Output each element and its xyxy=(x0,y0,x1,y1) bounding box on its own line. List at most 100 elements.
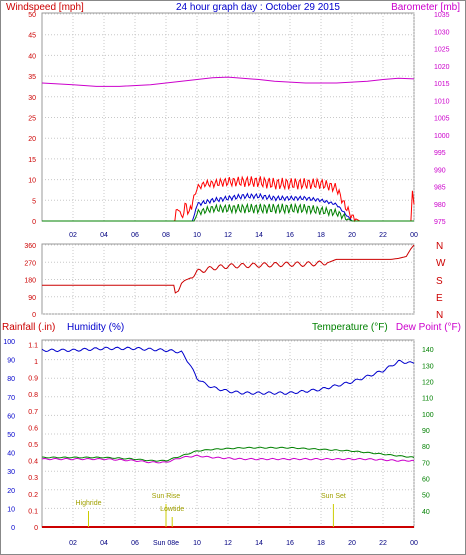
wind-tick-label: 5 xyxy=(32,198,36,205)
rain-tick-label: 0.9 xyxy=(28,376,38,383)
compass-label: N xyxy=(436,310,443,321)
wind-x-tick-label: 12 xyxy=(224,232,232,239)
direction-tick-label: 270 xyxy=(24,260,36,267)
wind-x-tick-label: 00 xyxy=(410,232,418,239)
windspeed-axis-label: Windspeed [mph] xyxy=(6,2,84,13)
humidity-tick-label: 40 xyxy=(7,451,15,458)
wind-x-tick-label: 04 xyxy=(100,232,108,239)
humidity-tick-label: 20 xyxy=(7,488,15,495)
temperature-tick-label: 140 xyxy=(422,347,434,354)
temperature-axis-label: Temperature (°F) xyxy=(312,322,388,333)
wind-tick-label: 40 xyxy=(28,53,36,60)
climate-x-tick-label: 22 xyxy=(379,540,387,547)
wind-x-tick-label: 08 xyxy=(162,232,170,239)
temperature-tick-label: 100 xyxy=(422,412,434,419)
wind-tick-label: 50 xyxy=(28,12,36,19)
climate-x-tick-label: 16 xyxy=(286,540,294,547)
baro-tick-label: 1025 xyxy=(434,47,450,54)
direction-tick-label: 180 xyxy=(24,278,36,285)
baro-tick-label: 1005 xyxy=(434,116,450,123)
baro-tick-label: 1020 xyxy=(434,64,450,71)
humidity-tick-label: 70 xyxy=(7,395,15,402)
compass-label: N xyxy=(436,241,443,252)
wind-x-tick-label: 10 xyxy=(193,232,201,239)
dewpoint-axis-label: Dew Point (°F) xyxy=(396,322,461,333)
climate-x-tick-label: 18 xyxy=(317,540,325,547)
wind-tick-label: 10 xyxy=(28,178,36,185)
annotation-label: Lowtide xyxy=(160,506,184,513)
temperature-tick-label: 120 xyxy=(422,379,434,386)
rain-tick-label: 0.4 xyxy=(28,459,38,466)
rain-tick-label: 0.1 xyxy=(28,508,38,515)
temperature-tick-label: 70 xyxy=(422,460,430,467)
rain-tick-label: 0.7 xyxy=(28,409,38,416)
temperature-tick-label: 90 xyxy=(422,428,430,435)
wind-x-tick-label: 22 xyxy=(379,232,387,239)
baro-tick-label: 995 xyxy=(434,150,446,157)
climate-x-tick-label: Sun 08e xyxy=(153,540,179,547)
wind-x-tick-label: 06 xyxy=(131,232,139,239)
rain-tick-label: 0.5 xyxy=(28,442,38,449)
rain-tick-label: 1 xyxy=(34,359,38,366)
baro-tick-label: 990 xyxy=(434,167,446,174)
wind-x-tick-label: 16 xyxy=(286,232,294,239)
direction-tick-label: 360 xyxy=(24,243,36,250)
wind-direction-line xyxy=(42,244,415,294)
compass-label: S xyxy=(436,276,443,287)
temperature-tick-label: 110 xyxy=(422,396,433,403)
humidity-tick-label: 30 xyxy=(7,469,15,476)
climate-x-tick-label: 04 xyxy=(100,540,108,547)
temperature-line xyxy=(41,446,415,462)
barometer-line xyxy=(41,76,415,87)
humidity-tick-label: 90 xyxy=(7,358,15,365)
rain-tick-label: 0 xyxy=(34,525,38,532)
temperature-tick-label: 50 xyxy=(422,493,430,500)
baro-tick-label: 1015 xyxy=(434,81,450,88)
barometer-axis-label: Barometer [mb] xyxy=(391,2,460,13)
rainfall-axis-label: Rainfall (.in) xyxy=(2,322,55,333)
direction-tick-label: 90 xyxy=(28,295,36,302)
compass-label: W xyxy=(436,258,446,269)
humidity-line xyxy=(41,346,415,395)
wind-x-tick-label: 02 xyxy=(69,232,77,239)
climate-x-tick-label: 06 xyxy=(131,540,139,547)
humidity-tick-label: 100 xyxy=(3,339,15,346)
humidity-tick-label: 10 xyxy=(7,506,15,513)
wind-tick-label: 35 xyxy=(28,74,36,81)
dewpoint-line xyxy=(41,454,415,464)
rain-tick-label: 0.8 xyxy=(28,392,38,399)
wind-tick-label: 20 xyxy=(28,136,36,143)
wind-x-tick-label: 18 xyxy=(317,232,325,239)
wind-tick-label: 45 xyxy=(28,33,36,40)
baro-tick-label: 985 xyxy=(434,185,446,192)
humidity-tick-label: 60 xyxy=(7,413,15,420)
wind-x-tick-label: 14 xyxy=(255,232,263,239)
rain-tick-label: 0.6 xyxy=(28,425,38,432)
temperature-tick-label: 80 xyxy=(422,444,430,451)
rain-tick-label: 1.1 xyxy=(28,342,38,349)
climate-x-tick-label: 10 xyxy=(193,540,201,547)
temperature-tick-label: 130 xyxy=(422,363,434,370)
compass-label: E xyxy=(436,293,443,304)
climate-x-tick-label: 00 xyxy=(410,540,418,547)
annotation-label: Sun Set xyxy=(321,493,346,500)
climate-x-tick-label: 14 xyxy=(255,540,263,547)
wind-tick-label: 0 xyxy=(32,219,36,226)
annotation-label: Highride xyxy=(75,500,101,507)
baro-tick-label: 1000 xyxy=(434,133,450,140)
climate-x-tick-label: 20 xyxy=(348,540,356,547)
baro-tick-label: 980 xyxy=(434,202,446,209)
temperature-tick-label: 60 xyxy=(422,476,430,483)
wind-tick-label: 15 xyxy=(28,157,36,164)
wind-tick-label: 30 xyxy=(28,95,36,102)
wind-x-tick-label: 20 xyxy=(348,232,356,239)
baro-tick-label: 1030 xyxy=(434,29,450,36)
climate-x-tick-label: 12 xyxy=(224,540,232,547)
rain-tick-label: 0.2 xyxy=(28,492,38,499)
humidity-tick-label: 0 xyxy=(11,525,15,532)
direction-tick-label: 0 xyxy=(32,312,36,319)
baro-tick-label: 975 xyxy=(434,219,446,226)
rain-tick-label: 0.3 xyxy=(28,475,38,482)
